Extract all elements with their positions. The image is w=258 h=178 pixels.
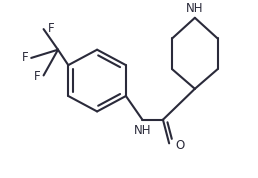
Text: O: O — [175, 139, 184, 152]
Text: F: F — [48, 22, 54, 35]
Text: F: F — [34, 70, 41, 83]
Text: F: F — [21, 51, 28, 64]
Text: NH: NH — [186, 2, 204, 15]
Text: NH: NH — [134, 124, 151, 137]
